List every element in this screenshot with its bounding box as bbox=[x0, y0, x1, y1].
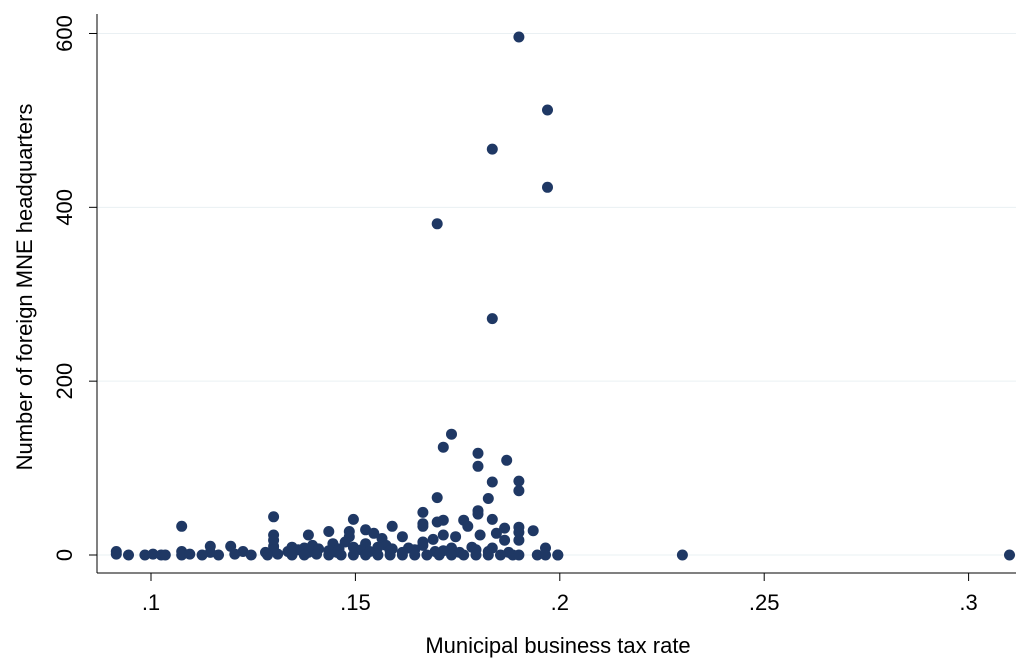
data-point bbox=[245, 549, 257, 561]
data-point bbox=[472, 460, 484, 472]
data-point bbox=[513, 31, 525, 43]
data-point bbox=[298, 549, 310, 561]
y-tick-label: 600 bbox=[52, 15, 77, 52]
data-point bbox=[499, 534, 511, 546]
data-point bbox=[360, 549, 372, 561]
data-point bbox=[486, 143, 498, 155]
data-point bbox=[437, 529, 449, 541]
data-point bbox=[513, 526, 525, 538]
data-point bbox=[531, 549, 543, 561]
y-tick-label: 400 bbox=[52, 189, 77, 226]
data-point bbox=[396, 549, 408, 561]
data-point bbox=[470, 549, 482, 561]
data-point bbox=[311, 548, 323, 560]
data-point bbox=[431, 218, 443, 230]
data-point bbox=[450, 531, 462, 543]
data-point bbox=[347, 513, 359, 525]
data-point bbox=[437, 441, 449, 453]
data-point bbox=[347, 549, 359, 561]
data-point bbox=[513, 485, 525, 497]
data-point bbox=[513, 475, 525, 487]
x-tick-label: .3 bbox=[959, 590, 977, 615]
data-point bbox=[417, 506, 429, 518]
data-point bbox=[431, 516, 443, 528]
data-point bbox=[462, 520, 474, 532]
data-point bbox=[431, 492, 443, 504]
data-point bbox=[323, 549, 335, 561]
data-point bbox=[513, 534, 525, 546]
data-point bbox=[262, 549, 273, 561]
data-point bbox=[495, 549, 506, 561]
data-point bbox=[499, 522, 511, 534]
data-point bbox=[302, 529, 314, 541]
x-axis-ticks: .1 .15 .2 .25 .3 bbox=[142, 573, 978, 615]
data-point bbox=[676, 549, 688, 561]
data-point bbox=[421, 549, 433, 561]
data-point bbox=[542, 104, 553, 116]
data-point bbox=[123, 549, 134, 561]
data-point bbox=[386, 520, 398, 532]
x-tick-label: .15 bbox=[340, 590, 371, 615]
data-point bbox=[213, 549, 224, 561]
data-point bbox=[139, 549, 151, 561]
data-point bbox=[513, 549, 525, 561]
data-point bbox=[472, 508, 484, 520]
data-point bbox=[147, 548, 159, 560]
data-point bbox=[458, 549, 470, 561]
data-point bbox=[501, 454, 513, 466]
y-tick-label: 0 bbox=[52, 549, 77, 561]
data-point bbox=[527, 525, 539, 537]
x-tick-label: .25 bbox=[749, 590, 780, 615]
data-point bbox=[110, 548, 122, 560]
y-axis-ticks: 0 200 400 600 bbox=[52, 15, 97, 561]
data-point bbox=[542, 181, 553, 193]
data-point bbox=[384, 549, 396, 561]
data-point bbox=[486, 513, 498, 525]
data-point bbox=[474, 529, 486, 541]
x-tick-label: .1 bbox=[142, 590, 160, 615]
data-point bbox=[176, 549, 188, 561]
data-points bbox=[110, 31, 1015, 561]
x-tick-label: .2 bbox=[551, 590, 569, 615]
data-point bbox=[396, 531, 408, 543]
data-point bbox=[176, 520, 188, 532]
data-point bbox=[1004, 549, 1015, 561]
data-point bbox=[472, 447, 484, 459]
data-point bbox=[417, 520, 429, 532]
data-point bbox=[446, 428, 457, 440]
data-point bbox=[446, 549, 457, 561]
data-point bbox=[196, 549, 208, 561]
data-point bbox=[159, 549, 171, 561]
data-point bbox=[417, 539, 429, 551]
data-point bbox=[372, 549, 384, 561]
data-point bbox=[482, 549, 494, 561]
y-tick-label: 200 bbox=[52, 363, 77, 400]
data-point bbox=[268, 511, 280, 523]
data-point bbox=[335, 549, 347, 561]
x-axis-title: Municipal business tax rate bbox=[425, 633, 690, 658]
y-axis-title: Number of foreign MNE headquarters bbox=[12, 104, 37, 471]
data-point bbox=[486, 313, 498, 325]
data-point bbox=[433, 549, 445, 561]
data-point bbox=[372, 541, 384, 553]
data-point bbox=[482, 493, 494, 504]
data-point bbox=[360, 524, 372, 536]
data-point bbox=[552, 549, 564, 561]
data-point bbox=[272, 548, 284, 560]
data-point bbox=[184, 548, 196, 560]
data-point bbox=[486, 476, 498, 488]
data-point bbox=[323, 526, 335, 537]
data-point bbox=[229, 548, 241, 560]
data-point bbox=[409, 549, 421, 561]
data-point bbox=[540, 549, 551, 561]
data-point bbox=[427, 533, 439, 545]
data-point bbox=[286, 549, 298, 561]
data-point bbox=[368, 527, 380, 539]
data-point bbox=[490, 527, 502, 539]
